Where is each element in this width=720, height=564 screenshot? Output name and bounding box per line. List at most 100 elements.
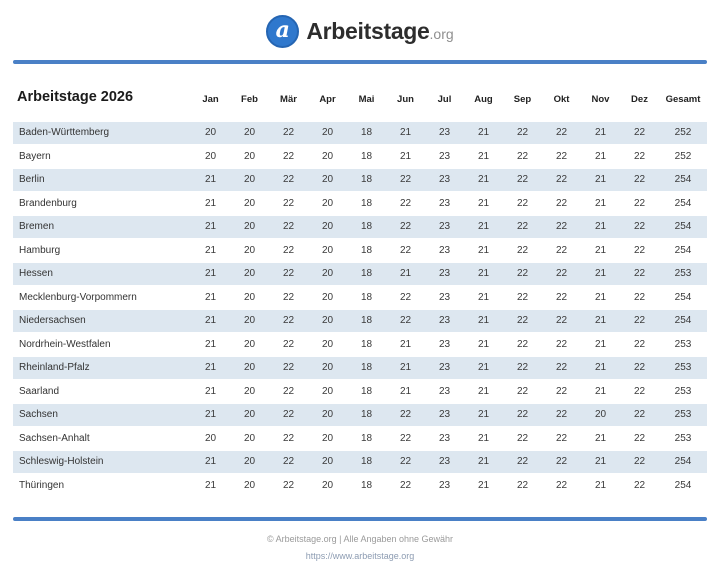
month-value-cell: 21	[191, 169, 230, 191]
table-row: Niedersachsen 21 20 22 20 18 22 23 21 22 22 21 22 25…	[13, 310, 707, 332]
month-value-cell: 18	[347, 239, 386, 261]
month-value-cell: 22	[386, 404, 425, 426]
total-cell: 253	[659, 404, 707, 426]
month-value-cell: 20	[308, 216, 347, 238]
month-value-cell: 22	[269, 404, 308, 426]
month-value-cell: 20	[308, 122, 347, 144]
month-value-cell: 20	[230, 145, 269, 167]
month-value-cell: 20	[308, 451, 347, 473]
month-value-cell: 22	[503, 216, 542, 238]
table-row: Bremen 21 20 22 20 18 22 23 21 22 22 21 22 254	[13, 216, 707, 238]
month-value-cell: 20	[308, 145, 347, 167]
month-value-cell: 22	[269, 286, 308, 308]
month-value-cell: 21	[581, 239, 620, 261]
month-value-cell: 22	[620, 169, 659, 191]
top-divider	[13, 60, 707, 64]
month-value-cell: 22	[542, 310, 581, 332]
month-value-cell: 22	[620, 357, 659, 379]
month-value-cell: 23	[425, 122, 464, 144]
column-header-mai: Mai	[358, 94, 375, 105]
month-value-cell: 21	[581, 474, 620, 496]
month-value-cell: 20	[308, 427, 347, 449]
month-value-cell: 20	[308, 239, 347, 261]
month-value-cell: 18	[347, 192, 386, 214]
month-value-cell: 21	[464, 286, 503, 308]
month-value-cell: 20	[308, 380, 347, 402]
month-value-cell: 18	[347, 145, 386, 167]
month-value-cell: 18	[347, 380, 386, 402]
month-value-cell: 21	[464, 357, 503, 379]
table-row: Thüringen 21 20 22 20 18 22 23 21 22 22 21 22 254	[13, 474, 707, 496]
month-value-cell: 22	[503, 404, 542, 426]
month-value-cell: 21	[464, 380, 503, 402]
month-value-cell: 22	[620, 404, 659, 426]
month-value-cell: 21	[191, 380, 230, 402]
month-value-cell: 22	[503, 474, 542, 496]
month-value-cell: 21	[581, 357, 620, 379]
month-value-cell: 22	[542, 333, 581, 355]
month-value-cell: 21	[191, 451, 230, 473]
month-value-cell: 21	[386, 122, 425, 144]
month-value-cell: 22	[542, 380, 581, 402]
table-row: Bayern 20 20 22 20 18 21 23 21 22 22 21 22 252	[13, 145, 707, 167]
month-value-cell: 21	[581, 263, 620, 285]
month-value-cell: 23	[425, 169, 464, 191]
table-header-row: Arbeitstage 2026 Jan Feb Mär Apr Mai Jun Jul Au…	[13, 88, 707, 120]
month-value-cell: 22	[620, 216, 659, 238]
month-value-cell: 20	[230, 286, 269, 308]
month-value-cell: 21	[581, 122, 620, 144]
month-value-cell: 21	[191, 333, 230, 355]
month-value-cell: 20	[308, 310, 347, 332]
month-value-cell: 21	[581, 286, 620, 308]
table-row: Berlin 21 20 22 20 18 22 23 21 22 22 21 22 254	[13, 169, 707, 191]
month-value-cell: 22	[386, 192, 425, 214]
month-value-cell: 20	[230, 427, 269, 449]
table-row: Saarland 21 20 22 20 18 21 23 21 22 22 21 22 253	[13, 380, 707, 402]
month-value-cell: 22	[620, 310, 659, 332]
month-value-cell: 21	[191, 357, 230, 379]
total-cell: 254	[659, 474, 707, 496]
month-value-cell: 21	[386, 145, 425, 167]
month-value-cell: 22	[542, 169, 581, 191]
bottom-divider	[13, 517, 707, 521]
month-value-cell: 22	[269, 380, 308, 402]
total-cell: 254	[659, 286, 707, 308]
logo-link[interactable]: a Arbeitstage.org	[266, 14, 454, 48]
month-value-cell: 20	[230, 451, 269, 473]
month-value-cell: 18	[347, 474, 386, 496]
month-value-cell: 22	[503, 357, 542, 379]
month-value-cell: 22	[269, 239, 308, 261]
state-name-cell: Saarland	[13, 380, 191, 402]
month-value-cell: 22	[503, 310, 542, 332]
month-value-cell: 22	[386, 427, 425, 449]
month-value-cell: 20	[230, 239, 269, 261]
month-value-cell: 22	[386, 286, 425, 308]
total-cell: 254	[659, 451, 707, 473]
month-value-cell: 21	[581, 192, 620, 214]
month-value-cell: 21	[464, 239, 503, 261]
state-name-cell: Schleswig-Holstein	[13, 451, 191, 473]
state-name-cell: Sachsen-Anhalt	[13, 427, 191, 449]
state-name-cell: Nordrhein-Westfalen	[13, 333, 191, 355]
month-value-cell: 21	[386, 380, 425, 402]
month-value-cell: 20	[308, 404, 347, 426]
month-value-cell: 23	[425, 474, 464, 496]
month-value-cell: 22	[542, 239, 581, 261]
column-header-jun: Jun	[397, 94, 414, 105]
month-value-cell: 22	[542, 145, 581, 167]
month-value-cell: 20	[308, 333, 347, 355]
month-value-cell: 20	[230, 310, 269, 332]
total-cell: 252	[659, 122, 707, 144]
total-cell: 254	[659, 216, 707, 238]
month-value-cell: 22	[503, 380, 542, 402]
column-header-jul: Jul	[437, 94, 452, 105]
month-value-cell: 23	[425, 192, 464, 214]
table-row: Hamburg 21 20 22 20 18 22 23 21 22 22 21 22 254	[13, 239, 707, 261]
column-header-sep: Sep	[513, 94, 532, 105]
month-value-cell: 21	[581, 145, 620, 167]
site-url-link[interactable]: https://www.arbeitstage.org	[305, 551, 415, 561]
month-value-cell: 22	[620, 192, 659, 214]
month-value-cell: 22	[269, 310, 308, 332]
state-name-cell: Bayern	[13, 145, 191, 167]
total-cell: 252	[659, 145, 707, 167]
